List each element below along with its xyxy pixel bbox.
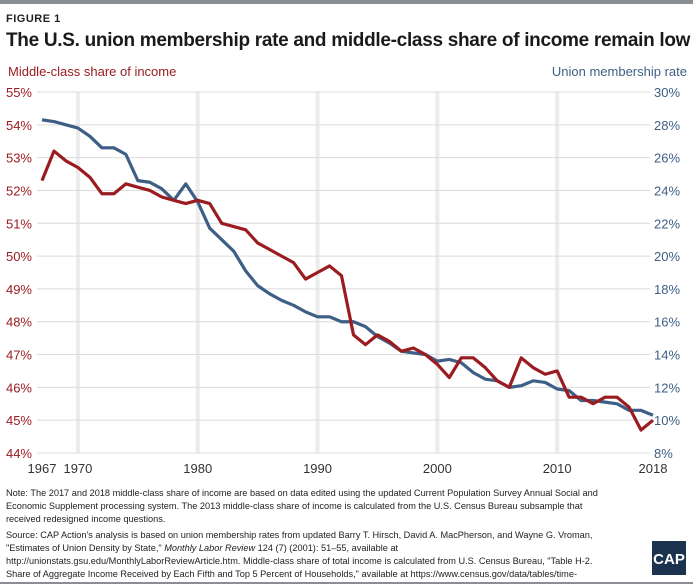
right-axis-label: Union membership rate: [551, 64, 687, 79]
right-tick-label: 30%: [654, 85, 680, 100]
union-membership-line: [41, 118, 654, 417]
right-tick-label: 10%: [654, 413, 680, 428]
top-divider: [0, 0, 693, 4]
left-tick-label: 45%: [6, 413, 32, 428]
right-tick-label: 12%: [654, 380, 680, 395]
cap-logo: CAP: [652, 541, 686, 575]
left-tick-label: 47%: [6, 348, 32, 363]
chart-area: 55% 30% 54% 28% 53% 26% 52% 24% 51% 22% 50% 20% 49% 1…: [6, 85, 680, 476]
left-tick-label: 44%: [6, 446, 32, 461]
source-journal: Monthly Labor Review: [164, 543, 256, 553]
right-tick-label: 24%: [654, 183, 680, 198]
right-tick-label: 20%: [654, 249, 680, 264]
source-pre: Source: CAP Action's analysis is based o…: [6, 530, 593, 553]
note-text: Note: The 2017 and 2018 middle-class sha…: [6, 488, 598, 524]
left-tick-label: 53%: [6, 151, 32, 166]
right-tick-label: 16%: [654, 315, 680, 330]
figure-label: FIGURE 1: [6, 13, 61, 25]
x-tick-label: 1980: [183, 461, 212, 476]
left-tick-label: 46%: [6, 380, 32, 395]
chart-title: The U.S. union membership rate and middl…: [6, 30, 691, 51]
middle-class-share-line: [40, 149, 655, 432]
left-tick-label: 54%: [6, 118, 32, 133]
right-tick-label: 18%: [654, 282, 680, 297]
x-tick-label: 2000: [423, 461, 452, 476]
right-tick-label: 8%: [654, 446, 673, 461]
x-tick-label: 1990: [303, 461, 332, 476]
right-tick-label: 28%: [654, 118, 680, 133]
source-text: Source: CAP Action's analysis is based o…: [6, 529, 611, 584]
left-tick-label: 52%: [6, 183, 32, 198]
x-tick-label: 2018: [639, 461, 668, 476]
bottom-divider: [0, 582, 693, 584]
right-tick-label: 14%: [654, 348, 680, 363]
left-axis-label: Middle-class share of income: [8, 64, 177, 79]
x-tick-label: 1967: [28, 461, 57, 476]
right-tick-label: 26%: [654, 151, 680, 166]
left-tick-label: 48%: [6, 315, 32, 330]
left-tick-label: 49%: [6, 282, 32, 297]
x-tick-label: 1970: [63, 461, 92, 476]
right-tick-label: 22%: [654, 216, 680, 231]
left-tick-label: 50%: [6, 249, 32, 264]
x-tick-label: 2010: [543, 461, 572, 476]
notes: Note: The 2017 and 2018 middle-class sha…: [6, 487, 611, 584]
left-tick-label: 55%: [6, 85, 32, 100]
left-tick-label: 51%: [6, 216, 32, 231]
